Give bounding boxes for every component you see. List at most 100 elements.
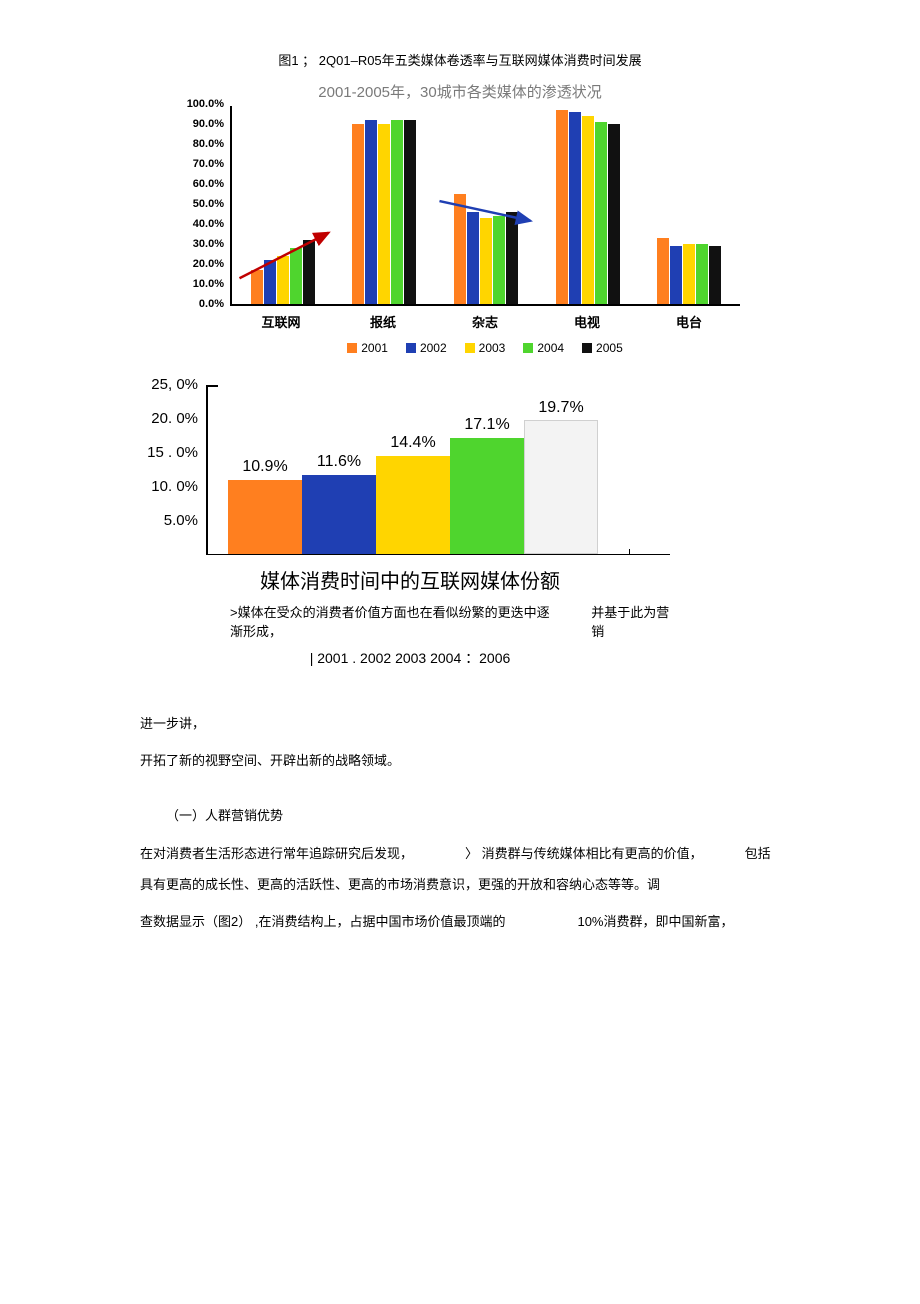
chart2-bar: 17.1%: [450, 438, 524, 554]
chart2-ytick: 15 . 0%: [138, 445, 198, 460]
legend-label: 2003: [479, 341, 506, 355]
chart2-bar-value: 19.7%: [525, 399, 597, 417]
chart1-bar: [264, 260, 276, 304]
chart2-bar-value: 14.4%: [376, 434, 450, 452]
chart2-bar: 10.9%: [228, 480, 302, 554]
chart2-ytick: 5.0%: [138, 513, 198, 528]
chart2-subtext: >媒体在受众的消费者价值方面也在看似纷繁的更迭中逐渐形成， 并基于此为营销: [150, 602, 670, 640]
chart2-bar: 14.4%: [376, 456, 450, 554]
chart1-bar: [506, 212, 518, 304]
chart1-plot: 0.0%10.0%20.0%30.0%40.0%50.0%60.0%70.0%8…: [230, 106, 740, 306]
chart1-bar: [683, 244, 695, 304]
chart2-subtext-left: >媒体在受众的消费者价值方面也在看似纷繁的更迭中逐渐形成，: [230, 602, 551, 640]
chart1-bar: [670, 246, 682, 304]
chart1-bar: [556, 110, 568, 304]
chart1-bar: [709, 246, 721, 304]
chart1-group: [548, 110, 628, 304]
chart1-bar: [595, 122, 607, 304]
paragraph: 在对消费者生活形态进行常年追踪研究后发现， 〉 消费群与传统媒体相比有更高的价值…: [140, 838, 780, 869]
chart1-ytick: 30.0%: [178, 239, 224, 250]
chart1-xlabel: 互联网: [241, 312, 321, 331]
section-heading: （一）人群营销优势: [140, 800, 780, 831]
chart1-ytick: 10.0%: [178, 279, 224, 290]
chart1-container: 2001-2005年，30城市各类媒体的渗透状况 0.0%10.0%20.0%3…: [180, 81, 740, 355]
chart2-bar-value: 17.1%: [450, 416, 524, 434]
legend-label: 2004: [537, 341, 564, 355]
chart1-bar: [404, 120, 416, 304]
chart1-bar: [290, 248, 302, 304]
chart2-ytick: 20. 0%: [138, 411, 198, 426]
chart1-legend: 2001 2002 2003 2004 2005: [230, 331, 740, 355]
chart2-bar: 11.6%: [302, 475, 376, 554]
chart1-bar: [303, 240, 315, 304]
chart1-ytick: 50.0%: [178, 199, 224, 210]
chart1-bar: [454, 194, 466, 304]
paragraph: 进一步讲，: [140, 708, 780, 739]
chart1-bar: [493, 216, 505, 304]
chart1-ytick: 80.0%: [178, 139, 224, 150]
paragraph: 查数据显示（图2） ,在消费结构上，占据中国市场价值最顶端的 10%消费群，即中…: [140, 906, 780, 937]
chart1-bar: [582, 116, 594, 304]
text-fragment: 〉 消费群与传统媒体相比有更高的价值，: [465, 838, 703, 869]
chart1-ytick: 100.0%: [178, 99, 224, 110]
body-text: 进一步讲， 开拓了新的视野空间、开辟出新的战略领域。 （一）人群营销优势 在对消…: [140, 708, 780, 937]
figure-caption: 图1 ； 2Q01–R05年五类媒体卷透率与互联网媒体消费时间发展: [140, 50, 780, 69]
chart2-ytick: 25, 0%: [138, 377, 198, 392]
paragraph: 开拓了新的视野空间、开辟出新的战略领域。: [140, 745, 780, 776]
chart1-bar: [251, 270, 263, 304]
chart1-bar: [378, 124, 390, 304]
legend-swatch: [523, 343, 533, 353]
legend-label: 2002: [420, 341, 447, 355]
legend-swatch: [582, 343, 592, 353]
chart1-bar: [608, 124, 620, 304]
chart1-xlabel: 报纸: [343, 312, 423, 331]
chart1-ytick: 40.0%: [178, 219, 224, 230]
legend-swatch: [465, 343, 475, 353]
legend-label: 2001: [361, 341, 388, 355]
chart2-container: 5.0%10. 0%15 . 0%20. 0%25, 0% 10.9%11.6%…: [150, 385, 670, 668]
text-fragment: 在对消费者生活形态进行常年追踪研究后发现，: [140, 838, 413, 869]
text-fragment: 包括: [745, 838, 771, 869]
text-fragment: 查数据显示（图2） ,在消费结构上，占据中国市场价值最顶端的: [140, 906, 505, 937]
chart1-legend-item: 2002: [406, 341, 447, 355]
chart2-title: 媒体消费时间中的互联网媒体份额: [150, 565, 670, 594]
chart1-ytick: 60.0%: [178, 179, 224, 190]
chart1-bar: [467, 212, 479, 304]
chart1-legend-item: 2001: [347, 341, 388, 355]
legend-swatch: [406, 343, 416, 353]
chart1-bar: [569, 112, 581, 304]
chart1-legend-item: 2004: [523, 341, 564, 355]
chart2-bar-value: 11.6%: [302, 453, 376, 471]
chart2-bar: 19.7%: [524, 420, 598, 554]
chart1-group: [243, 240, 323, 304]
chart1-xlabel: 杂志: [445, 312, 525, 331]
chart1-bar: [657, 238, 669, 304]
chart1-ytick: 70.0%: [178, 159, 224, 170]
chart2-plot: 5.0%10. 0%15 . 0%20. 0%25, 0% 10.9%11.6%…: [206, 385, 670, 555]
chart1-subtitle: 2001-2005年，30城市各类媒体的渗透状况: [180, 81, 740, 102]
legend-label: 2005: [596, 341, 623, 355]
chart1-bar: [480, 218, 492, 304]
chart1-bar: [391, 120, 403, 304]
chart1-bar: [352, 124, 364, 304]
text-fragment: 10%消费群，即中国新富，: [577, 906, 733, 937]
chart1-bar: [696, 244, 708, 304]
chart1-xlabel: 电视: [547, 312, 627, 331]
chart1-xaxis: 互联网 报纸 杂志 电视 电台: [230, 306, 740, 331]
chart1-legend-item: 2003: [465, 341, 506, 355]
chart1-ytick: 20.0%: [178, 259, 224, 270]
chart2-ytick: 10. 0%: [138, 479, 198, 494]
chart2-subtext-right: 并基于此为营销: [591, 602, 670, 640]
chart1-legend-item: 2005: [582, 341, 623, 355]
chart1-group: [649, 238, 729, 304]
chart2-bar-value: 10.9%: [228, 458, 302, 476]
paragraph: 具有更高的成长性、更高的活跃性、更高的市场消费意识，更强的开放和容纳心态等等。调: [140, 869, 780, 900]
legend-swatch: [347, 343, 357, 353]
chart2-legend-line: | 2001 . 2002 2003 2004 ：2006: [150, 648, 670, 668]
chart1-ytick: 0.0%: [178, 299, 224, 310]
chart1-bar: [277, 256, 289, 304]
chart1-bar: [365, 120, 377, 304]
chart1-xlabel: 电台: [649, 312, 729, 331]
chart1-ytick: 90.0%: [178, 119, 224, 130]
chart1-group: [344, 120, 424, 304]
